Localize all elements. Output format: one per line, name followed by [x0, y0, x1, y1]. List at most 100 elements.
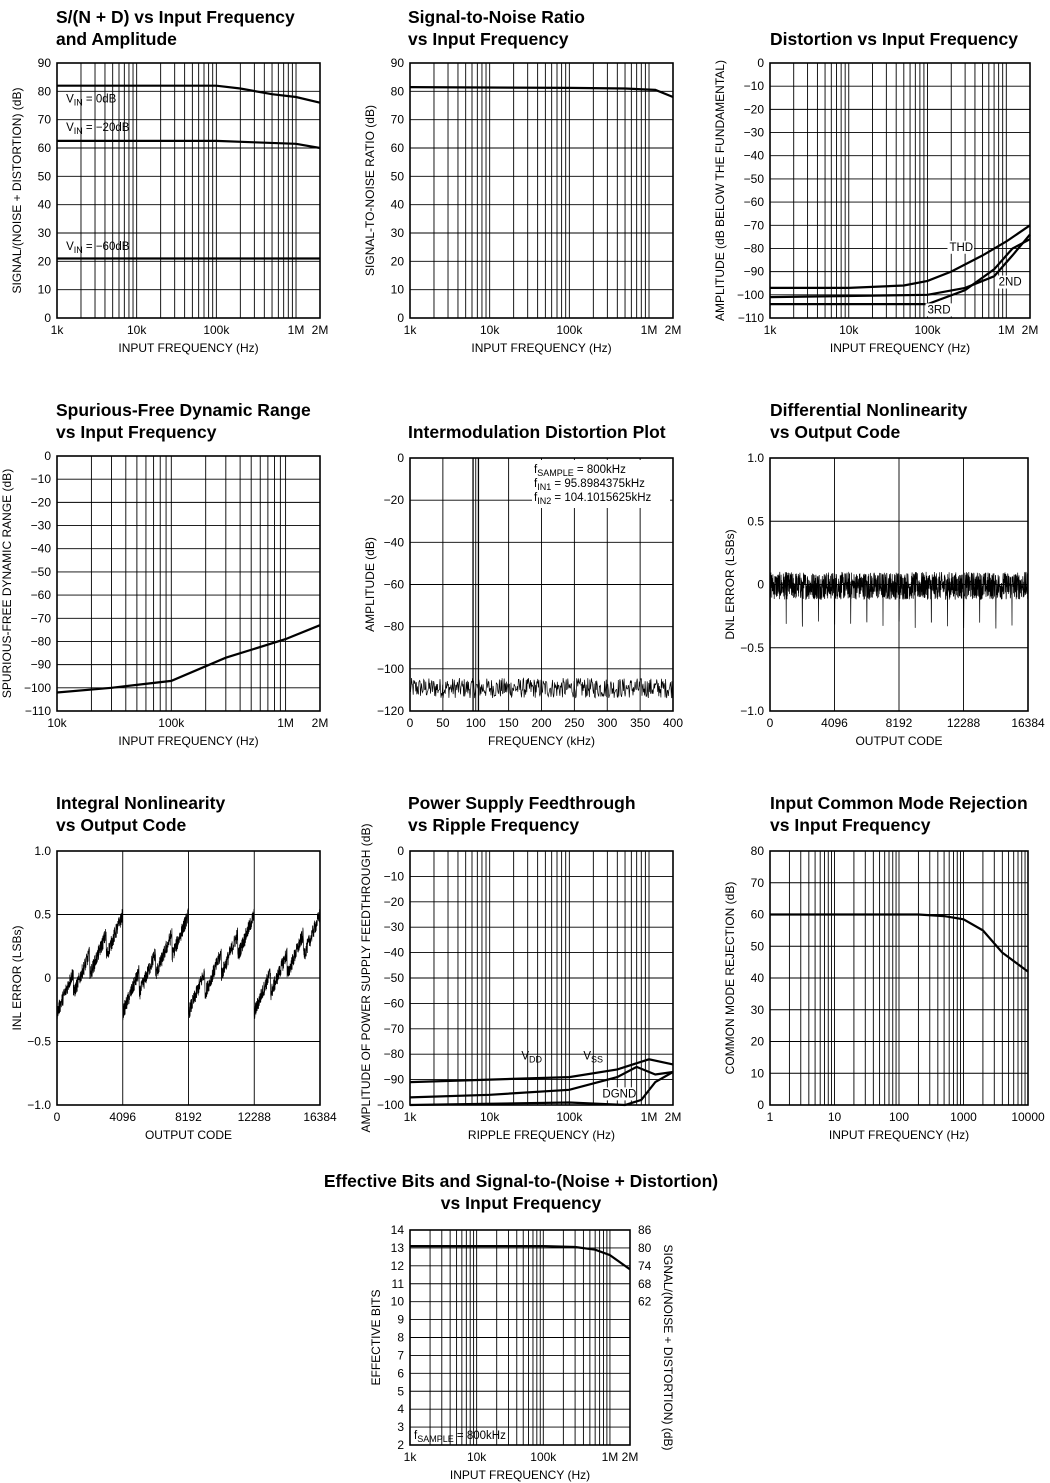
series-line [409, 86, 674, 99]
y-tick-label: −20 [384, 895, 405, 909]
x-tick-label: 10k [467, 1450, 487, 1464]
y-tick-label: −60 [744, 195, 765, 209]
legend-backdrop [532, 460, 670, 508]
x-tick-label: 400 [663, 716, 683, 730]
y-tick-label: −50 [744, 172, 765, 186]
x-tick-label: 10k [47, 716, 67, 730]
x-tick-label: 16384 [1011, 716, 1045, 730]
series-line-vdd [409, 1065, 674, 1099]
y-tick-label: 0 [397, 844, 404, 858]
noise-floor-trace [409, 677, 674, 699]
x-tick-label: 1k [764, 323, 778, 337]
chart-title: vs Ripple Frequency [408, 815, 579, 835]
x-tick-label: 2M [665, 323, 682, 337]
y-tick-label: 70 [391, 113, 405, 127]
y-tick-label: −20 [384, 493, 405, 507]
x-tick-label: 8192 [886, 716, 913, 730]
y-tick-label: −30 [384, 920, 405, 934]
y-tick-label: −50 [31, 565, 52, 579]
x-tick-label: 8192 [175, 1110, 202, 1124]
y-axis-label: SIGNAL-TO-NOISE RATIO (dB) [363, 105, 377, 276]
x-tick-label: 100k [203, 323, 230, 337]
y-axis-label: SIGNAL/(NOISE + DISTORTION) (dB) [10, 88, 24, 294]
series-label: VSS [583, 1050, 603, 1064]
x-tick-label: 50 [436, 716, 450, 730]
y-tick-label: −110 [738, 311, 764, 325]
x-tick-label: 1M [998, 323, 1015, 337]
y-tick-label: 20 [391, 254, 405, 268]
y-tick-label: 6 [397, 1366, 404, 1380]
inl-trace [56, 908, 321, 1021]
y-tick-label: 1.0 [747, 451, 764, 465]
y-tick-label: −0.5 [27, 1035, 51, 1049]
x-tick-label: 2M [622, 1450, 639, 1464]
plot-frame [409, 850, 674, 1106]
series-line-vin-20db [57, 139, 321, 150]
x-axis-label: INPUT FREQUENCY (Hz) [118, 341, 258, 355]
y-tick-label: −100 [737, 288, 764, 302]
series-line [410, 1245, 631, 1271]
series-line-3rd [770, 238, 1031, 306]
y-tick-label: −0.5 [740, 641, 764, 655]
y-tick-label: −10 [384, 869, 405, 883]
series-line [770, 913, 1029, 973]
x-axis-label: RIPPLE FREQUENCY (Hz) [468, 1128, 615, 1142]
label-backdrop [996, 275, 1024, 289]
y-tick-label: −70 [744, 218, 765, 232]
series-line-vin-0db [57, 84, 321, 104]
chart-title: Effective Bits and Signal-to-(Noise + Di… [324, 1171, 718, 1191]
y-tick-label: −80 [744, 241, 765, 255]
y-tick-label: 9 [397, 1313, 404, 1327]
y-tick-label: 70 [751, 876, 765, 890]
x-tick-label: 200 [531, 716, 551, 730]
y-tick-label: −30 [744, 126, 765, 140]
x-tick-label: 2M [312, 323, 329, 337]
series-line-vss [409, 1058, 674, 1084]
y-tick-label: 80 [751, 844, 765, 858]
chart-title: vs Input Frequency [441, 1193, 602, 1213]
plot-frame [409, 1229, 631, 1446]
y-tick-label: −20 [744, 102, 765, 116]
plot-frame [409, 457, 674, 712]
legend-entry: fIN1 = 95.8984375kHz [534, 478, 645, 492]
y2-tick-label: 74 [638, 1259, 652, 1273]
chart-title: and Amplitude [56, 29, 177, 49]
chart-title: Differential Nonlinearity [770, 400, 968, 420]
y-tick-label: 30 [38, 226, 52, 240]
y-tick-label: −40 [31, 542, 52, 556]
chart-title: vs Input Frequency [56, 422, 217, 442]
y-tick-label: −1.0 [27, 1098, 51, 1112]
x-tick-label: 10k [480, 1110, 500, 1124]
y-axis-label: EFFECTIVE BITS [369, 1289, 383, 1385]
x-axis-label: INPUT FREQUENCY (Hz) [450, 1468, 590, 1482]
label-backdrop [947, 240, 974, 254]
x-axis-label: OUTPUT CODE [145, 1128, 232, 1142]
x-tick-label: 2M [312, 716, 329, 730]
y-tick-label: −110 [25, 704, 51, 718]
y-tick-label: 1.0 [34, 844, 51, 858]
x-tick-label: 10k [127, 323, 147, 337]
gridlines [409, 850, 674, 1106]
y-tick-label: −1.0 [740, 704, 764, 718]
x-tick-label: 4096 [109, 1110, 136, 1124]
series-line-dgnd [409, 1071, 674, 1107]
x-tick-label: 0 [767, 716, 774, 730]
x-tick-label: 100 [466, 716, 486, 730]
x-tick-label: 1000 [950, 1110, 977, 1124]
y-tick-label: 40 [38, 198, 52, 212]
y-tick-label: 30 [751, 1003, 765, 1017]
x-tick-label: 100k [530, 1450, 557, 1464]
x-tick-label: 350 [630, 716, 650, 730]
y-tick-label: −60 [384, 578, 405, 592]
y-tick-label: 2 [397, 1438, 404, 1452]
y-tick-label: −20 [31, 495, 52, 509]
chart-title: Power Supply Feedthrough [408, 793, 636, 813]
chart-10: Effective Bits and Signal-to-(Noise + Di… [324, 1171, 718, 1482]
y-tick-label: 50 [38, 169, 52, 183]
dnl-trace [769, 571, 1029, 629]
series-line-thd [770, 224, 1031, 289]
series-label: THD [949, 242, 973, 254]
x-tick-label: 0 [54, 1110, 61, 1124]
